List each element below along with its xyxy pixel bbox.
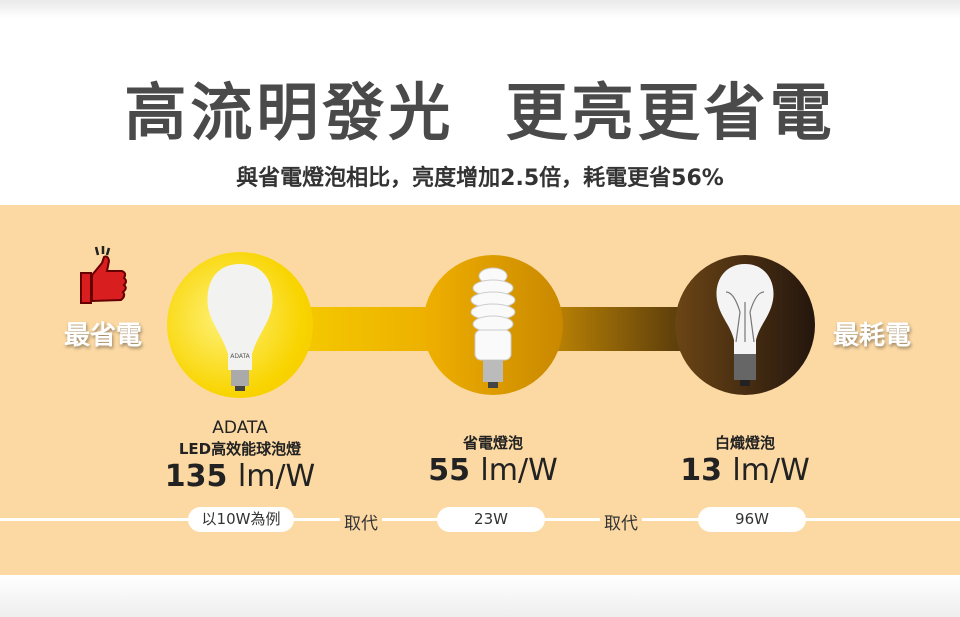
- incandescent-efficiency-value: 13: [680, 453, 722, 488]
- incandescent-name: 白熾燈泡: [714, 434, 775, 452]
- thumbs-up-icon: [80, 246, 127, 304]
- led-efficiency: 135 lm/W: [120, 459, 360, 494]
- led-name: LED高效能球泡燈: [178, 440, 302, 458]
- cfl-efficiency-value: 55: [428, 453, 470, 488]
- led-label: ADATA LED高效能球泡燈 135 lm/W: [120, 418, 360, 494]
- footer-area: [0, 575, 960, 617]
- led-bulb-icon: ADATA: [207, 264, 273, 391]
- led-efficiency-unit: lm/W: [237, 459, 316, 494]
- cfl-efficiency: 55 lm/W: [373, 453, 613, 488]
- replace-label-1: 取代: [340, 509, 382, 534]
- incandescent-label: 白熾燈泡 13 lm/W: [625, 432, 865, 488]
- led-watt-pill: 以10W為例: [188, 507, 294, 532]
- incandescent-bulb-icon: [716, 264, 774, 386]
- cfl-label: 省電燈泡 55 lm/W: [373, 432, 613, 488]
- best-label: 最省電: [64, 321, 143, 351]
- worst-label: 最耗電: [833, 321, 912, 351]
- cfl-bulb-icon: [470, 267, 516, 388]
- cfl-efficiency-unit: lm/W: [480, 453, 558, 488]
- page-subtitle: 與省電燈泡相比，亮度增加2.5倍，耗電更省56%: [236, 166, 724, 191]
- header-area: [0, 0, 960, 205]
- incandescent-efficiency: 13 lm/W: [625, 453, 865, 488]
- page-title: 高流明發光 更亮更省電: [124, 76, 836, 149]
- replace-label-2: 取代: [600, 509, 642, 534]
- incandescent-efficiency-unit: lm/W: [732, 453, 810, 488]
- adata-logo: ADATA: [230, 353, 250, 360]
- incandescent-watt-pill: 96W: [698, 507, 806, 532]
- cfl-watt-pill: 23W: [437, 507, 545, 532]
- led-efficiency-value: 135: [164, 459, 228, 494]
- led-brand: ADATA: [212, 418, 268, 438]
- cfl-name: 省電燈泡: [462, 434, 523, 452]
